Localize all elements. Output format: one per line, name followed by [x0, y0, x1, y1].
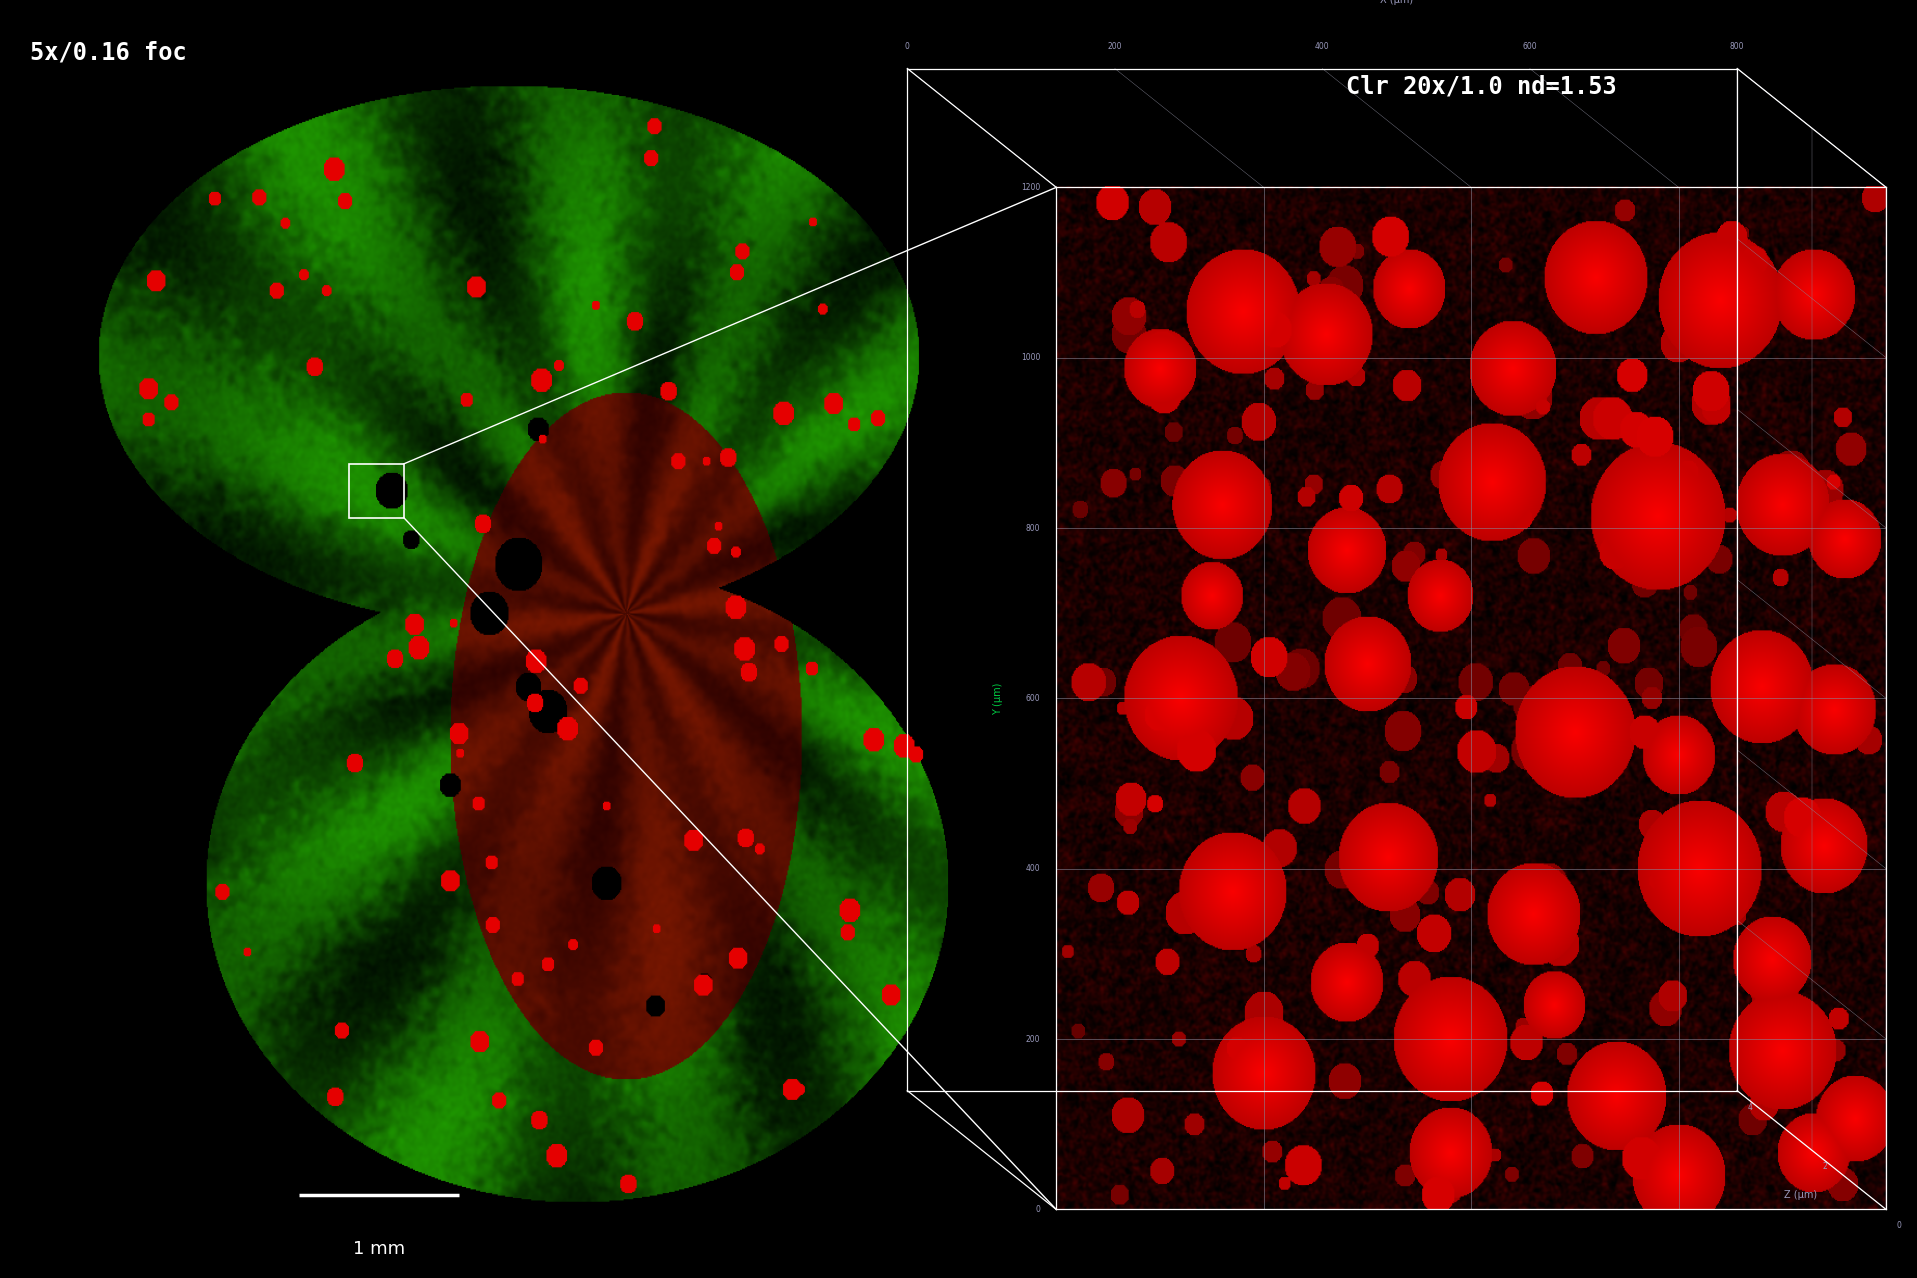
Text: 1000: 1000: [1022, 353, 1041, 362]
Text: Y (µm): Y (µm): [993, 682, 1003, 714]
Text: 0: 0: [1896, 1222, 1902, 1231]
Text: Z (µm): Z (µm): [1785, 1190, 1817, 1200]
Text: Clr 20x/1.0 nd=1.53: Clr 20x/1.0 nd=1.53: [1346, 74, 1618, 98]
Text: 0: 0: [905, 42, 911, 51]
Text: 2: 2: [1823, 1162, 1827, 1171]
Text: 1 mm: 1 mm: [353, 1240, 404, 1258]
Text: 4: 4: [1748, 1103, 1752, 1112]
Text: 400: 400: [1315, 42, 1330, 51]
Text: 600: 600: [1522, 42, 1537, 51]
Text: 800: 800: [1026, 524, 1041, 533]
Text: 600: 600: [1026, 694, 1041, 703]
Text: 800: 800: [1729, 42, 1744, 51]
Bar: [349, 464, 404, 518]
Text: 1200: 1200: [1022, 183, 1041, 192]
Text: X (µm): X (µm): [1380, 0, 1413, 5]
Text: 400: 400: [1026, 864, 1041, 873]
Text: 0: 0: [1035, 1205, 1041, 1214]
Text: 5x/0.16 foc: 5x/0.16 foc: [31, 41, 186, 65]
Text: 200: 200: [1026, 1035, 1041, 1044]
Text: 200: 200: [1108, 42, 1121, 51]
